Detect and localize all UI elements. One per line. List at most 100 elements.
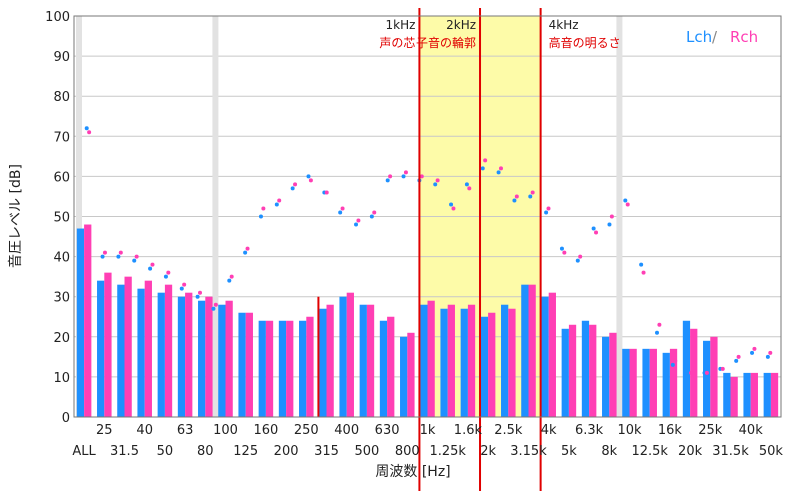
bar-lch-1.6k [460, 308, 468, 417]
bar-lch-125 [238, 312, 246, 417]
dot-rch-33 [609, 214, 614, 219]
dot-rch-34 [625, 202, 630, 207]
bar-rch-100 [225, 300, 233, 417]
dot-lch-20 [401, 174, 406, 179]
bar-lch-40 [137, 288, 145, 417]
annotation-freq-2: 4kHz [549, 18, 579, 32]
dot-rch-32 [594, 230, 599, 235]
x-tick-label-50k: 50k [759, 444, 784, 459]
dot-lch-43 [765, 354, 770, 359]
bar-lch-ALL [76, 228, 85, 417]
x-tick-label-8k: 8k [601, 444, 617, 459]
dot-rch-24 [467, 186, 472, 191]
dot-lch-19 [385, 178, 390, 183]
y-tick-label-20: 20 [53, 331, 70, 346]
bar-rch-ALL [84, 224, 92, 417]
dot-rch-29 [546, 206, 551, 211]
dot-rch-36 [657, 322, 662, 327]
x-tick-label-40k: 40k [739, 423, 764, 438]
x-tick-label-6.3k: 6.3k [575, 423, 604, 438]
bar-lch-40k [743, 372, 751, 417]
dot-rch-27 [514, 194, 519, 199]
dot-lch-34 [623, 198, 628, 203]
bar-lch-500 [359, 304, 367, 417]
x-tick-label-ALL: ALL [72, 444, 96, 459]
dot-rch-10 [245, 246, 250, 251]
bar-rch-200 [286, 320, 294, 417]
x-tick-label-3.15k: 3.15k [510, 444, 547, 459]
x-tick-label-16k: 16k [658, 423, 683, 438]
bar-lch-2.5k [501, 304, 509, 417]
bar-lch-63 [177, 296, 186, 417]
dot-rch-25 [483, 158, 488, 163]
dot-rch-39 [704, 370, 709, 375]
dot-lch-16 [338, 210, 343, 215]
bar-rch-6.3k [589, 324, 597, 417]
x-tick-label-40: 40 [136, 423, 153, 438]
x-tick-label-315: 315 [314, 444, 339, 459]
dot-lch-9 [227, 278, 232, 283]
x-tick-label-50: 50 [157, 444, 174, 459]
bar-lch-100 [218, 304, 226, 417]
bar-lch-5k [561, 328, 569, 417]
dot-rch-8 [213, 302, 218, 307]
bar-rch-1.6k [467, 304, 476, 417]
bar-lch-20k [682, 320, 691, 417]
x-tick-label-20k: 20k [678, 444, 703, 459]
legend-lch: Lch [686, 28, 712, 46]
dot-lch-33 [607, 222, 612, 227]
bar-rch-5k [568, 324, 577, 417]
y-tick-label-70: 70 [53, 130, 70, 145]
y-tick-label-100: 100 [45, 10, 70, 25]
dot-lch-8 [211, 306, 216, 311]
dot-lch-22 [433, 182, 438, 187]
dot-lch-3 [132, 258, 137, 263]
dot-lch-7 [195, 294, 200, 299]
dot-lch-17 [354, 222, 359, 227]
x-tick-label-200: 200 [274, 444, 299, 459]
dot-lch-32 [591, 226, 596, 231]
dot-rch-6 [182, 282, 187, 287]
annotation-freq-1: 2kHz [446, 18, 476, 32]
legend-rch: Rch [730, 28, 758, 46]
bar-rch-16k [669, 348, 678, 417]
y-axis-title: 音圧レベル [dB] [7, 164, 24, 268]
annotation-desc-1: 子音の輪郭 [416, 35, 476, 50]
bar-rch-250 [306, 316, 314, 417]
y-tick-label-40: 40 [53, 251, 70, 266]
bar-rch-25k [710, 336, 718, 417]
dot-rch-7 [198, 290, 203, 295]
dot-rch-20 [403, 170, 408, 175]
bar-lch-400 [339, 296, 347, 417]
bar-lch-200 [278, 320, 287, 417]
dot-rch-41 [736, 354, 741, 359]
x-axis-title: 周波数 [Hz] [375, 464, 450, 480]
dot-lch-30 [559, 246, 564, 251]
bar-rch-315 [326, 304, 334, 417]
bar-lch-25k [703, 340, 711, 417]
bar-rch-20k [690, 328, 698, 417]
dot-lch-36 [654, 330, 659, 335]
bar-rch-400 [346, 292, 354, 417]
x-tick-label-4k: 4k [541, 423, 557, 438]
bar-lch-160 [258, 320, 266, 417]
bar-rch-50k [770, 372, 779, 417]
bar-rch-50 [164, 284, 173, 417]
bar-lch-630 [379, 320, 388, 417]
annotation-desc-0: 声の芯 [379, 36, 415, 50]
dot-rch-15 [324, 190, 329, 195]
dot-lch-4 [148, 266, 153, 271]
decade-column-10k [616, 16, 623, 417]
y-tick-label-60: 60 [53, 170, 70, 185]
x-tick-label-1.6k: 1.6k [454, 423, 483, 438]
dot-lch-5 [163, 274, 168, 279]
bar-lch-16k [662, 352, 670, 417]
x-tick-label-25k: 25k [698, 423, 723, 438]
bar-rch-3.15k [528, 284, 536, 417]
bar-lch-250 [299, 320, 307, 417]
dot-lch-31 [575, 258, 580, 263]
dot-lch-23 [449, 202, 454, 207]
dot-lch-0 [84, 126, 89, 131]
bar-lch-1k [420, 304, 428, 417]
bar-rch-160 [265, 320, 274, 417]
